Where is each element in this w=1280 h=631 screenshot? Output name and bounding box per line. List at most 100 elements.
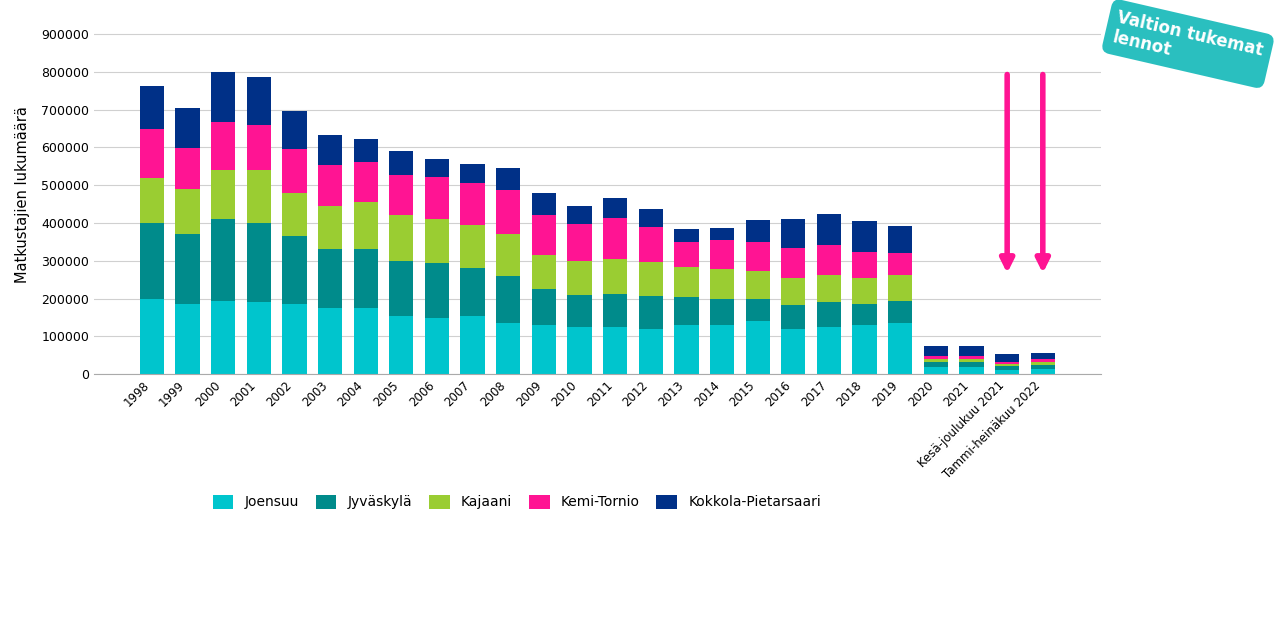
Bar [675,325,699,374]
Bar [211,219,236,300]
Bar [317,308,342,374]
Bar [852,221,877,252]
Bar [960,362,983,367]
Bar [924,346,948,356]
Bar [710,269,735,298]
Text: Valtion tukemat
lennot: Valtion tukemat lennot [1111,8,1265,80]
Bar [710,228,735,240]
Bar [960,356,983,359]
Bar [1030,365,1055,369]
Bar [353,308,378,374]
Bar [353,139,378,163]
Bar [140,298,164,374]
Bar [461,225,485,268]
Bar [567,295,591,327]
Legend: Joensuu, Jyväskylä, Kajaani, Kemi-Tornio, Kokkola-Pietarsaari: Joensuu, Jyväskylä, Kajaani, Kemi-Tornio… [207,489,827,515]
Bar [461,182,485,225]
Bar [781,278,805,305]
Bar [389,261,413,316]
Bar [531,289,556,325]
Bar [425,219,449,262]
Bar [817,245,841,275]
Bar [353,249,378,308]
Bar [283,304,306,374]
Bar [211,122,236,170]
Bar [1030,359,1055,362]
Bar [247,170,271,223]
Bar [317,135,342,165]
Bar [497,234,521,276]
Bar [852,252,877,278]
Bar [211,72,236,122]
Bar [283,192,306,236]
Bar [497,168,521,190]
Bar [710,298,735,325]
Bar [995,354,1019,362]
Bar [389,215,413,261]
Bar [781,249,805,278]
Bar [781,305,805,329]
Bar [817,215,841,245]
Bar [995,370,1019,374]
Bar [639,209,663,227]
Bar [745,298,769,321]
Y-axis label: Matkustajien lukumäärä: Matkustajien lukumäärä [15,106,29,283]
Bar [960,359,983,362]
Bar [852,325,877,374]
Bar [603,218,627,259]
Bar [567,327,591,374]
Bar [1030,362,1055,365]
Bar [247,223,271,302]
Bar [175,108,200,148]
Bar [283,236,306,304]
Bar [675,268,699,297]
Bar [639,262,663,295]
Bar [995,362,1019,364]
Bar [317,249,342,308]
Bar [924,356,948,359]
Bar [461,165,485,182]
Bar [497,323,521,374]
Bar [603,293,627,327]
Bar [461,316,485,374]
Bar [603,327,627,374]
Bar [675,229,699,242]
Bar [175,189,200,234]
Bar [675,297,699,325]
Bar [283,112,306,150]
Bar [425,317,449,374]
Bar [639,329,663,374]
Bar [924,362,948,367]
Bar [675,242,699,268]
Bar [567,261,591,295]
Bar [353,163,378,202]
Bar [781,219,805,249]
Bar [1030,353,1055,359]
Bar [140,86,164,129]
Bar [852,278,877,304]
Bar [781,329,805,374]
Bar [461,268,485,316]
Bar [211,170,236,219]
Bar [995,364,1019,367]
Bar [924,359,948,362]
Bar [710,240,735,269]
Bar [389,175,413,215]
Bar [995,367,1019,370]
Bar [531,255,556,289]
Bar [960,346,983,356]
Bar [817,302,841,327]
Bar [639,295,663,329]
Bar [531,193,556,215]
Bar [247,302,271,374]
Bar [317,165,342,206]
Bar [389,316,413,374]
Bar [140,223,164,298]
Bar [531,325,556,374]
Bar [140,129,164,177]
Bar [175,304,200,374]
Bar [175,148,200,189]
Bar [1030,369,1055,374]
Bar [247,78,271,126]
Bar [852,304,877,325]
